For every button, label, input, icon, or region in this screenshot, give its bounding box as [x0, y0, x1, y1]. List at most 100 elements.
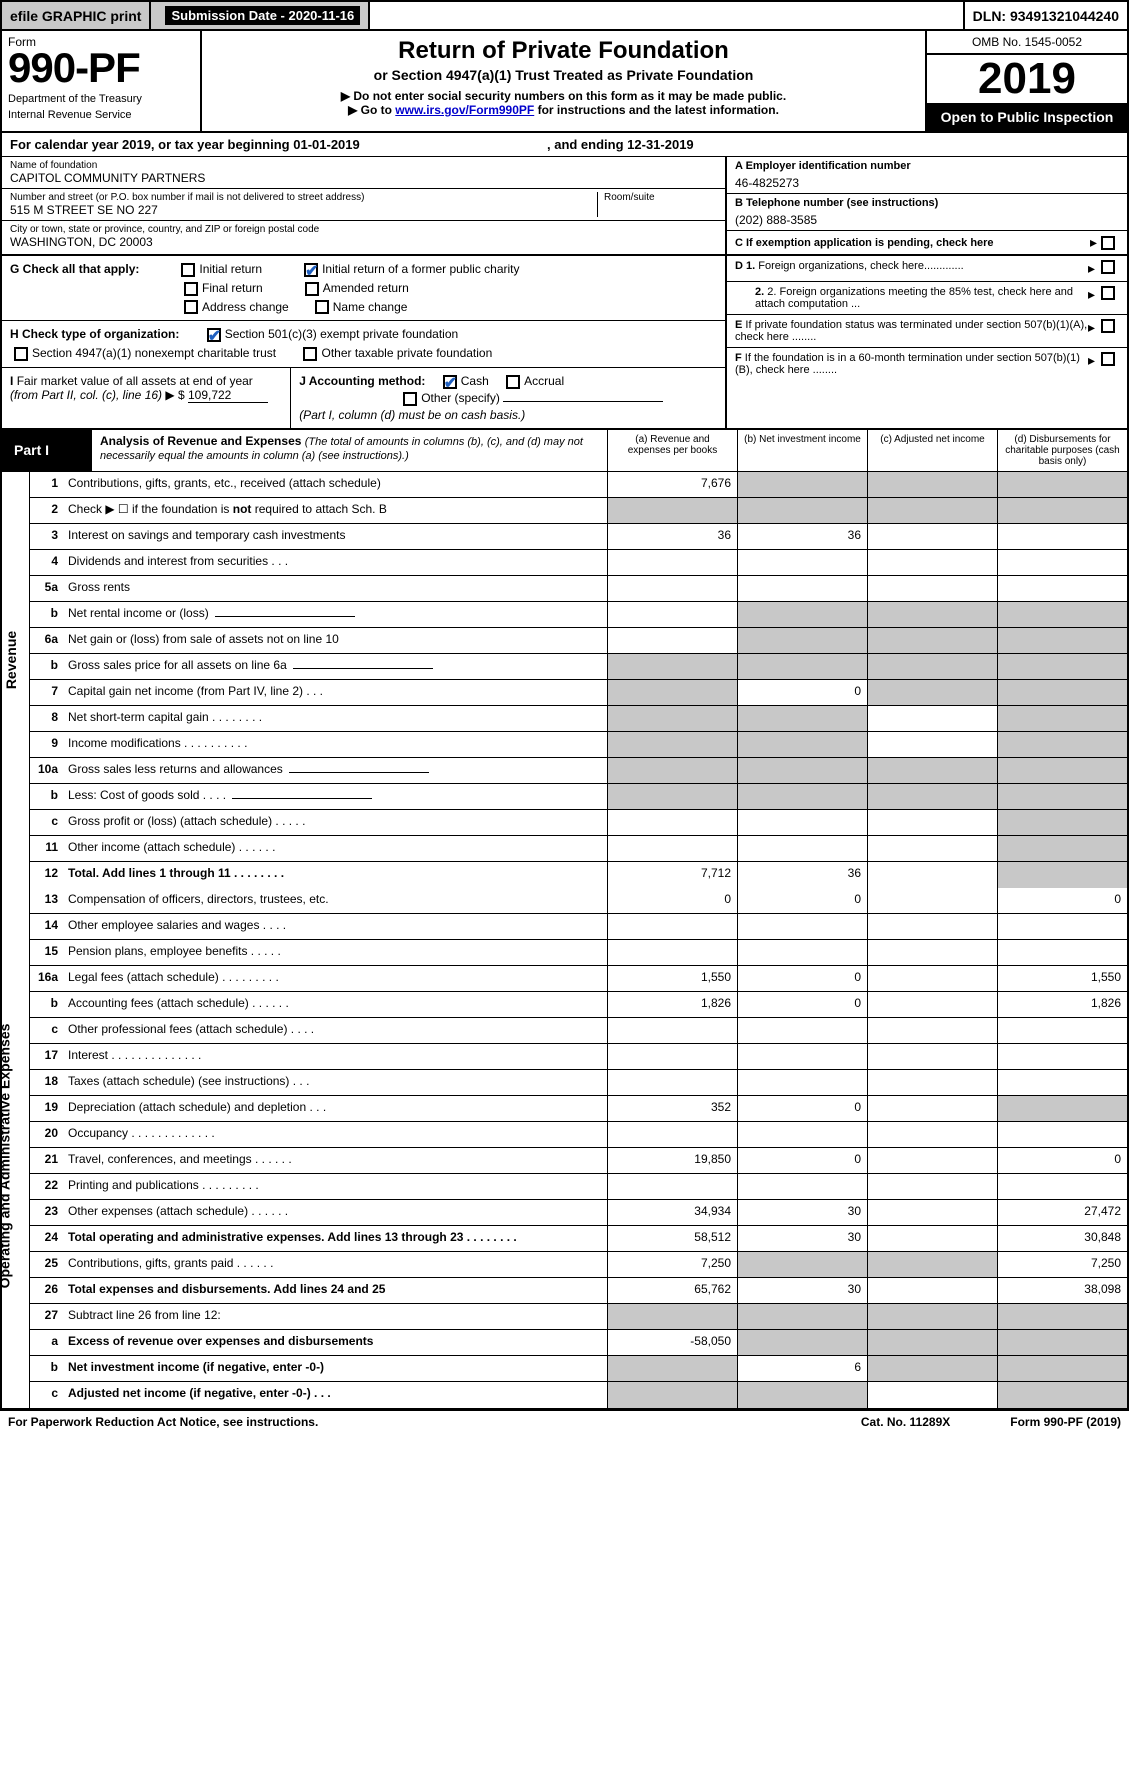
- table-row: 27Subtract line 26 from line 12:: [30, 1304, 1127, 1330]
- g-addr-checkbox[interactable]: [184, 300, 198, 314]
- cal-end: 12-31-2019: [627, 137, 694, 152]
- table-cell: 1,550: [607, 966, 737, 991]
- table-cell: [867, 1356, 997, 1381]
- table-cell: [997, 914, 1127, 939]
- table-cell: [607, 1044, 737, 1069]
- j-accrual-checkbox[interactable]: [506, 375, 520, 389]
- row-text: Occupancy . . . . . . . . . . . . .: [64, 1122, 607, 1147]
- table-row: bLess: Cost of goods sold . . . .: [30, 784, 1127, 810]
- row-number: b: [30, 1356, 64, 1381]
- c-cell: C If exemption application is pending, c…: [727, 231, 1127, 254]
- form-link[interactable]: www.irs.gov/Form990PF: [395, 103, 534, 117]
- d2-text: 2. Foreign organizations meeting the 85%…: [755, 286, 1073, 310]
- row-number: c: [30, 1382, 64, 1408]
- arrow-icon: ▸: [1088, 286, 1095, 303]
- table-cell: 19,850: [607, 1148, 737, 1173]
- table-cell: [607, 1018, 737, 1043]
- d1-text: Foreign organizations, check here.......…: [758, 260, 963, 272]
- table-cell: [607, 1070, 737, 1095]
- j-cell: J Accounting method: Cash Accrual Other …: [291, 368, 725, 428]
- table-cell: [997, 1304, 1127, 1329]
- g-final-checkbox[interactable]: [184, 282, 198, 296]
- table-cell: [997, 758, 1127, 783]
- table-cell: [737, 1330, 867, 1355]
- c-checkbox[interactable]: [1101, 236, 1115, 250]
- table-row: 4Dividends and interest from securities …: [30, 550, 1127, 576]
- h-other-checkbox[interactable]: [303, 347, 317, 361]
- h-4947-checkbox[interactable]: [14, 347, 28, 361]
- table-row: bNet investment income (if negative, ent…: [30, 1356, 1127, 1382]
- col-b: (b) Net investment income: [737, 430, 867, 471]
- e-text: If private foundation status was termina…: [735, 319, 1087, 343]
- table-cell: 36: [737, 524, 867, 549]
- top-bar: efile GRAPHIC print Submission Date - 20…: [0, 0, 1129, 31]
- table-cell: [737, 836, 867, 861]
- d2-checkbox[interactable]: [1101, 286, 1115, 300]
- table-cell: 7,250: [997, 1252, 1127, 1277]
- table-cell: 34,934: [607, 1200, 737, 1225]
- table-cell: 7,250: [607, 1252, 737, 1277]
- g-amended: Amended return: [323, 281, 409, 295]
- table-cell: [867, 1018, 997, 1043]
- table-cell: [737, 810, 867, 835]
- g-name-checkbox[interactable]: [315, 300, 329, 314]
- table-cell: [737, 1304, 867, 1329]
- header-mid: Return of Private Foundation or Section …: [202, 31, 927, 131]
- addr-label: Number and street (or P.O. box number if…: [10, 192, 597, 203]
- col-c: (c) Adjusted net income: [867, 430, 997, 471]
- row-text: Check ▶ ☐ if the foundation is not requi…: [64, 498, 607, 523]
- table-row: 16aLegal fees (attach schedule) . . . . …: [30, 966, 1127, 992]
- row-text: Compensation of officers, directors, tru…: [64, 888, 607, 913]
- j-other-checkbox[interactable]: [403, 392, 417, 406]
- row-text: Total. Add lines 1 through 11 . . . . . …: [64, 862, 607, 888]
- g-initial-checkbox[interactable]: [181, 263, 195, 277]
- row-number: b: [30, 654, 64, 679]
- d1-checkbox[interactable]: [1101, 260, 1115, 274]
- irs-line: Internal Revenue Service: [8, 109, 194, 121]
- table-cell: [607, 1382, 737, 1408]
- table-cell: [997, 1044, 1127, 1069]
- table-cell: [997, 1018, 1127, 1043]
- table-cell: [867, 888, 997, 913]
- row-number: 3: [30, 524, 64, 549]
- row-text: Dividends and interest from securities .…: [64, 550, 607, 575]
- table-cell: [867, 550, 997, 575]
- g-amended-checkbox[interactable]: [305, 282, 319, 296]
- table-cell: 58,512: [607, 1226, 737, 1251]
- table-cell: [997, 1122, 1127, 1147]
- table-cell: 0: [997, 888, 1127, 913]
- part1-desc: Analysis of Revenue and Expenses (The to…: [92, 430, 607, 471]
- table-cell: 0: [737, 1148, 867, 1173]
- table-cell: [737, 602, 867, 627]
- table-cell: [997, 810, 1127, 835]
- efile-label: efile GRAPHIC print: [2, 2, 151, 29]
- table-row: 12Total. Add lines 1 through 11 . . . . …: [30, 862, 1127, 888]
- table-row: 11Other income (attach schedule) . . . .…: [30, 836, 1127, 862]
- table-cell: [867, 914, 997, 939]
- g-initial-former-checkbox[interactable]: [304, 263, 318, 277]
- table-cell: [867, 758, 997, 783]
- j-cash-checkbox[interactable]: [443, 375, 457, 389]
- row-number: b: [30, 784, 64, 809]
- g-label: G Check all that apply:: [10, 262, 139, 276]
- e-checkbox[interactable]: [1101, 319, 1115, 333]
- table-row: 7Capital gain net income (from Part IV, …: [30, 680, 1127, 706]
- table-cell: [607, 550, 737, 575]
- table-cell: 38,098: [997, 1278, 1127, 1303]
- col-d: (d) Disbursements for charitable purpose…: [997, 430, 1127, 471]
- page-footer: For Paperwork Reduction Act Notice, see …: [0, 1410, 1129, 1433]
- f-checkbox[interactable]: [1101, 352, 1115, 366]
- table-cell: [737, 1174, 867, 1199]
- d2-row: 2. 2. Foreign organizations meeting the …: [727, 282, 1127, 315]
- table-cell: [997, 602, 1127, 627]
- expenses-label: Operating and Administrative Expenses: [0, 1023, 12, 1288]
- city-label: City or town, state or province, country…: [10, 224, 717, 235]
- tax-year: 2019: [927, 55, 1127, 103]
- table-cell: 27,472: [997, 1200, 1127, 1225]
- table-cell: [607, 1356, 737, 1381]
- c-label: C If exemption application is pending, c…: [735, 237, 1090, 249]
- h-501: Section 501(c)(3) exempt private foundat…: [225, 327, 458, 341]
- table-row: bNet rental income or (loss): [30, 602, 1127, 628]
- dept-treasury: Department of the Treasury: [8, 93, 194, 105]
- h-501-checkbox[interactable]: [207, 328, 221, 342]
